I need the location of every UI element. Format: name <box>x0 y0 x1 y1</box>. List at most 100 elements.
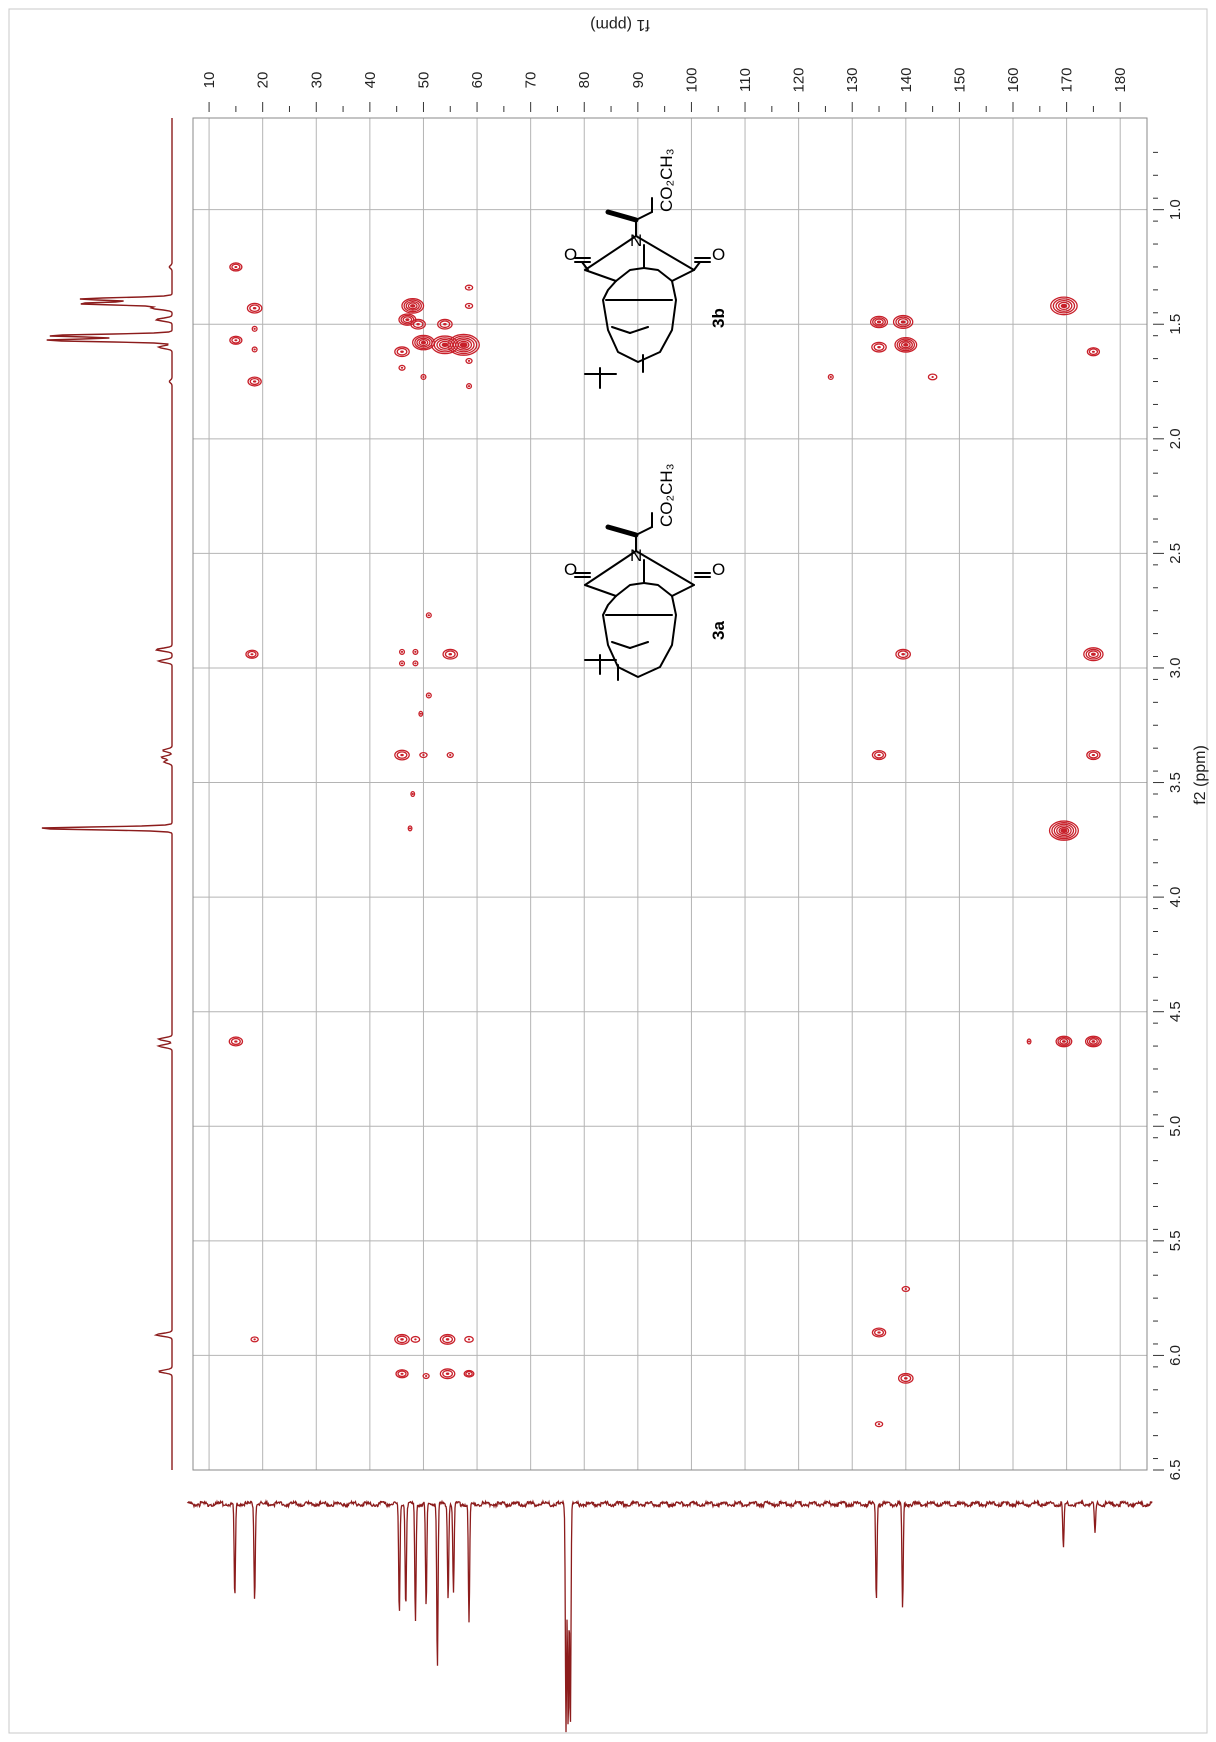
contour-ring <box>871 749 887 761</box>
contour-core <box>419 712 422 715</box>
contour-ring <box>873 1328 885 1337</box>
cross-peak <box>447 333 480 356</box>
cross-peak <box>398 660 406 667</box>
contour-ring <box>872 317 886 327</box>
cross-peak <box>410 790 416 798</box>
contour-core <box>416 323 420 326</box>
contour-core <box>234 265 238 268</box>
contour-ring <box>247 650 257 658</box>
atom-n-lower: N <box>630 546 642 565</box>
contour-ring <box>400 314 415 325</box>
contour-core <box>1061 1040 1066 1043</box>
contour-core <box>234 1040 238 1043</box>
contour-core <box>400 753 404 757</box>
contour-ring <box>450 335 478 355</box>
contour-ring <box>892 314 914 329</box>
contour-core <box>449 754 452 757</box>
contour-core <box>1091 652 1096 656</box>
contour-ring <box>419 751 428 759</box>
contour-core <box>459 342 468 348</box>
cross-peak <box>874 1421 884 1428</box>
contour-core <box>424 1375 428 1378</box>
contour-core <box>1091 1040 1096 1043</box>
contour-ring <box>901 1285 911 1293</box>
contour-core <box>467 1338 471 1341</box>
cross-peak <box>395 1369 409 1379</box>
contour-core <box>414 662 417 665</box>
contour-ring <box>897 650 909 659</box>
contour-ring <box>900 341 911 349</box>
cross-peak <box>246 302 263 314</box>
atom-n-upper: N <box>630 231 642 250</box>
contour-ring <box>394 749 410 761</box>
contour-ring <box>229 262 243 272</box>
contour-ring <box>412 648 419 655</box>
contour-ring <box>1057 1036 1071 1047</box>
cross-peak <box>251 325 258 332</box>
contour-ring <box>874 1421 884 1428</box>
f2-tick-label: 3.0 <box>1167 658 1184 679</box>
cross-peak <box>250 1336 259 1343</box>
contour-ring <box>827 373 834 380</box>
contour-ring <box>398 364 406 371</box>
contour-core <box>877 345 881 349</box>
contour-core <box>1060 303 1068 309</box>
contour-ring <box>410 318 426 330</box>
f1-tick-label: 140 <box>898 67 915 92</box>
contour-ring <box>251 346 258 353</box>
f2-tick-label: 2.0 <box>1167 428 1184 449</box>
contour-ring <box>250 1336 259 1343</box>
contour-core <box>427 614 431 617</box>
cross-peak <box>1050 296 1078 316</box>
contour-core <box>250 653 254 656</box>
f1-tick-label: 20 <box>255 72 272 89</box>
atom-o: O <box>564 245 577 264</box>
contour-core <box>904 1377 908 1380</box>
contour-ring <box>395 1369 409 1379</box>
contour-core <box>400 1372 404 1375</box>
proton-projection-spectrum <box>41 118 173 1470</box>
substituent-3b: CO₂CH₃ <box>657 148 676 212</box>
contour-ring <box>231 263 241 271</box>
contour-ring <box>1083 647 1104 662</box>
cross-peak <box>464 284 474 291</box>
contour-ring <box>396 751 408 759</box>
contour-ring <box>1057 301 1070 311</box>
cross-peak <box>871 749 887 761</box>
cross-peak <box>1048 820 1079 841</box>
cross-peak <box>420 373 427 380</box>
contour-ring <box>412 320 424 329</box>
contour-ring <box>874 318 884 326</box>
cross-peak <box>425 692 432 699</box>
contour-core <box>445 1338 450 1341</box>
contour-ring <box>897 1372 914 1384</box>
contour-ring <box>444 650 456 659</box>
cross-peak <box>1084 1035 1102 1048</box>
atom-o: O <box>564 560 577 579</box>
contour-core <box>414 650 417 653</box>
contour-ring <box>1086 347 1101 357</box>
cross-peak <box>465 357 473 364</box>
contour-ring <box>422 1372 430 1380</box>
contour-core <box>400 650 404 653</box>
contour-ring <box>403 299 422 313</box>
cross-peak <box>464 302 474 309</box>
cross-peak <box>892 314 914 329</box>
compound-label-3a: 3a <box>709 621 728 640</box>
contour-ring <box>394 346 410 358</box>
f2-tick-label: 1.0 <box>1167 199 1184 220</box>
contour-ring <box>251 325 258 332</box>
contour-ring <box>425 612 432 619</box>
contour-ring <box>420 373 427 380</box>
contour-ring <box>230 1037 241 1046</box>
contour-ring <box>410 790 416 798</box>
contour-ring <box>245 649 259 659</box>
contour-core <box>252 306 257 310</box>
contour-ring <box>394 1333 410 1345</box>
contour-core <box>252 380 257 383</box>
contour-ring <box>398 648 406 655</box>
carbon-projection-spectrum <box>186 1498 1153 1733</box>
contour-ring <box>407 825 413 832</box>
contour-ring <box>898 339 913 350</box>
cross-peak <box>407 825 413 832</box>
